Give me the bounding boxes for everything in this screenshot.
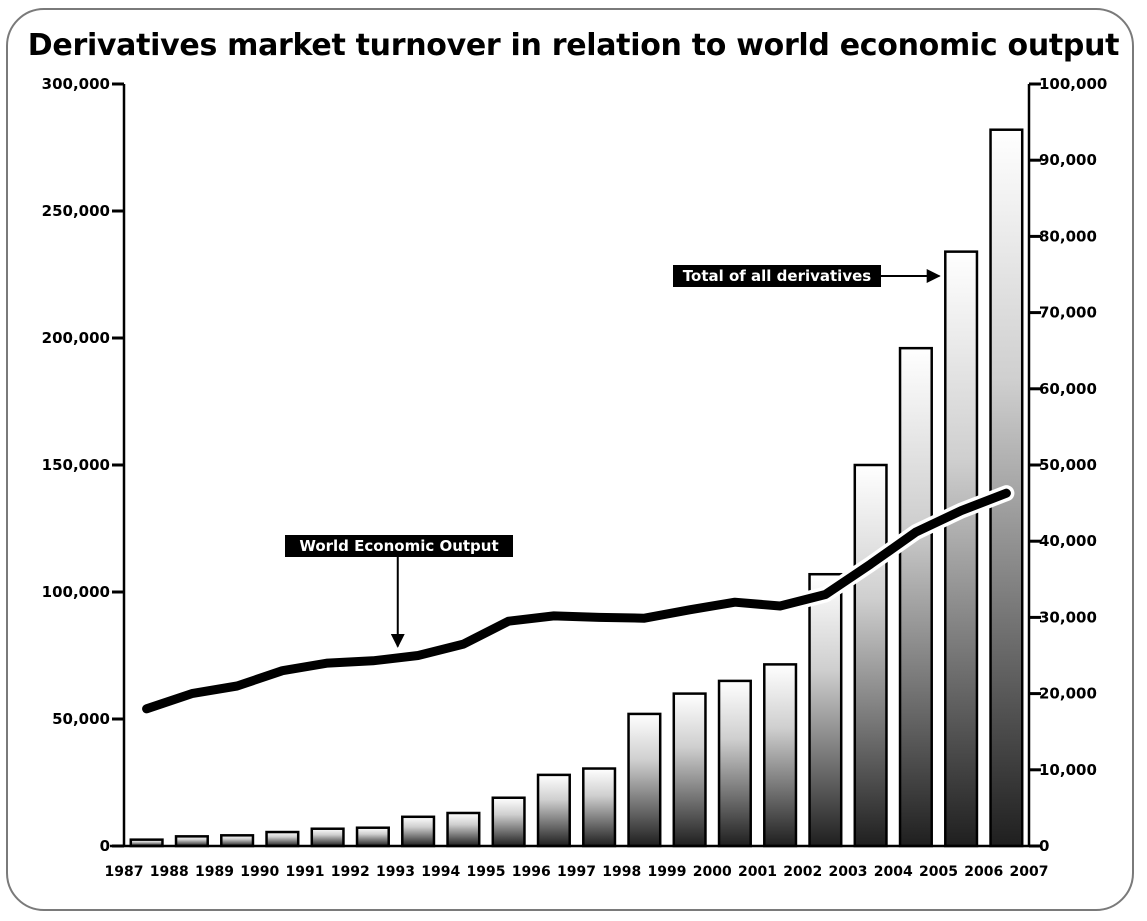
- x-tick-label-1991: 1991: [286, 864, 325, 880]
- x-tick-label-1996: 1996: [512, 864, 551, 880]
- x-tick-label-1988: 1988: [150, 864, 189, 880]
- x-tick-label-2002: 2002: [783, 864, 822, 880]
- chart-title: Derivatives market turnover in relation …: [27, 28, 1120, 63]
- x-tick-label-1999: 1999: [648, 864, 687, 880]
- x-tick-label-1995: 1995: [467, 864, 506, 880]
- annotation-world-output: World Economic Output: [285, 535, 513, 648]
- x-tick-label-2005: 2005: [919, 864, 958, 880]
- annotation-box-derivatives: [673, 265, 881, 287]
- right-tick-label-0: 0: [1039, 837, 1049, 855]
- bar-2006: [989, 128, 1024, 848]
- bar-1998: [627, 712, 662, 848]
- x-tick-label-1997: 1997: [557, 864, 596, 880]
- left-tick-label-50,000: 50,000: [52, 710, 110, 728]
- x-tick-label-1993: 1993: [376, 864, 415, 880]
- bar-1999: [672, 692, 707, 848]
- bar-1989: [220, 834, 255, 848]
- right-tick-label-100,000: 100,000: [1039, 75, 1107, 93]
- right-tick-label-90,000: 90,000: [1039, 151, 1097, 169]
- line-group: [138, 485, 1015, 717]
- right-tick-label-40,000: 40,000: [1039, 532, 1097, 550]
- bar-2003: [853, 463, 888, 848]
- bar-1988: [174, 835, 209, 848]
- left-tick-label-300,000: 300,000: [42, 75, 110, 93]
- right-tick-label-70,000: 70,000: [1039, 304, 1097, 322]
- x-tick-label-1990: 1990: [240, 864, 279, 880]
- bar-2004: [898, 346, 933, 848]
- bar-2005: [944, 250, 979, 848]
- left-tick-label-250,000: 250,000: [42, 202, 110, 220]
- axes-group: 0 50,000 100,000 150,000 200,000 250,000 300,0…: [42, 75, 1108, 880]
- bar-1994: [446, 811, 481, 848]
- annotation-derivatives: Total of all derivatives: [673, 265, 941, 287]
- x-tick-label-2000: 2000: [693, 864, 732, 880]
- right-tick-label-20,000: 20,000: [1039, 685, 1097, 703]
- bar-1993: [401, 815, 436, 848]
- right-tick-label-30,000: 30,000: [1039, 608, 1097, 626]
- x-tick-label-1989: 1989: [195, 864, 234, 880]
- x-tick-label-1992: 1992: [331, 864, 370, 880]
- right-tick-label-50,000: 50,000: [1039, 456, 1097, 474]
- annotations-group: Total of all derivatives World Economic O…: [285, 265, 941, 648]
- bar-1997: [582, 767, 617, 848]
- line-world-economic-output: [142, 488, 1011, 714]
- bar-1992: [355, 826, 390, 848]
- x-tick-label-1998: 1998: [602, 864, 641, 880]
- bar-1990: [265, 830, 300, 848]
- x-tick-label-2007: 2007: [1010, 864, 1049, 880]
- bar-1995: [491, 796, 526, 848]
- bar-1996: [536, 773, 571, 848]
- x-tick-label-2001: 2001: [738, 864, 777, 880]
- x-tick-label-1994: 1994: [421, 864, 460, 880]
- bar-2002: [808, 572, 843, 848]
- annotation-box-world-output: [285, 535, 513, 557]
- right-tick-label-60,000: 60,000: [1039, 380, 1097, 398]
- right-tick-label-80,000: 80,000: [1039, 227, 1097, 245]
- x-tick-label-2003: 2003: [829, 864, 868, 880]
- annotation-label-world-output: World Economic Output: [299, 537, 498, 555]
- left-tick-label-150,000: 150,000: [42, 456, 110, 474]
- bar-1991: [310, 827, 345, 848]
- right-tick-label-10,000: 10,000: [1039, 761, 1097, 779]
- annotation-label-derivatives: Total of all derivatives: [683, 267, 871, 285]
- x-tick-label-1987: 1987: [105, 864, 144, 880]
- left-tick-label-200,000: 200,000: [42, 329, 110, 347]
- bar-2000: [717, 679, 752, 848]
- bar-2001: [763, 663, 798, 848]
- x-tick-label-2006: 2006: [964, 864, 1003, 880]
- left-tick-label-100,000: 100,000: [42, 583, 110, 601]
- bars-group: [129, 128, 1024, 848]
- left-tick-label-0: 0: [100, 837, 110, 855]
- x-tick-label-2004: 2004: [874, 864, 913, 880]
